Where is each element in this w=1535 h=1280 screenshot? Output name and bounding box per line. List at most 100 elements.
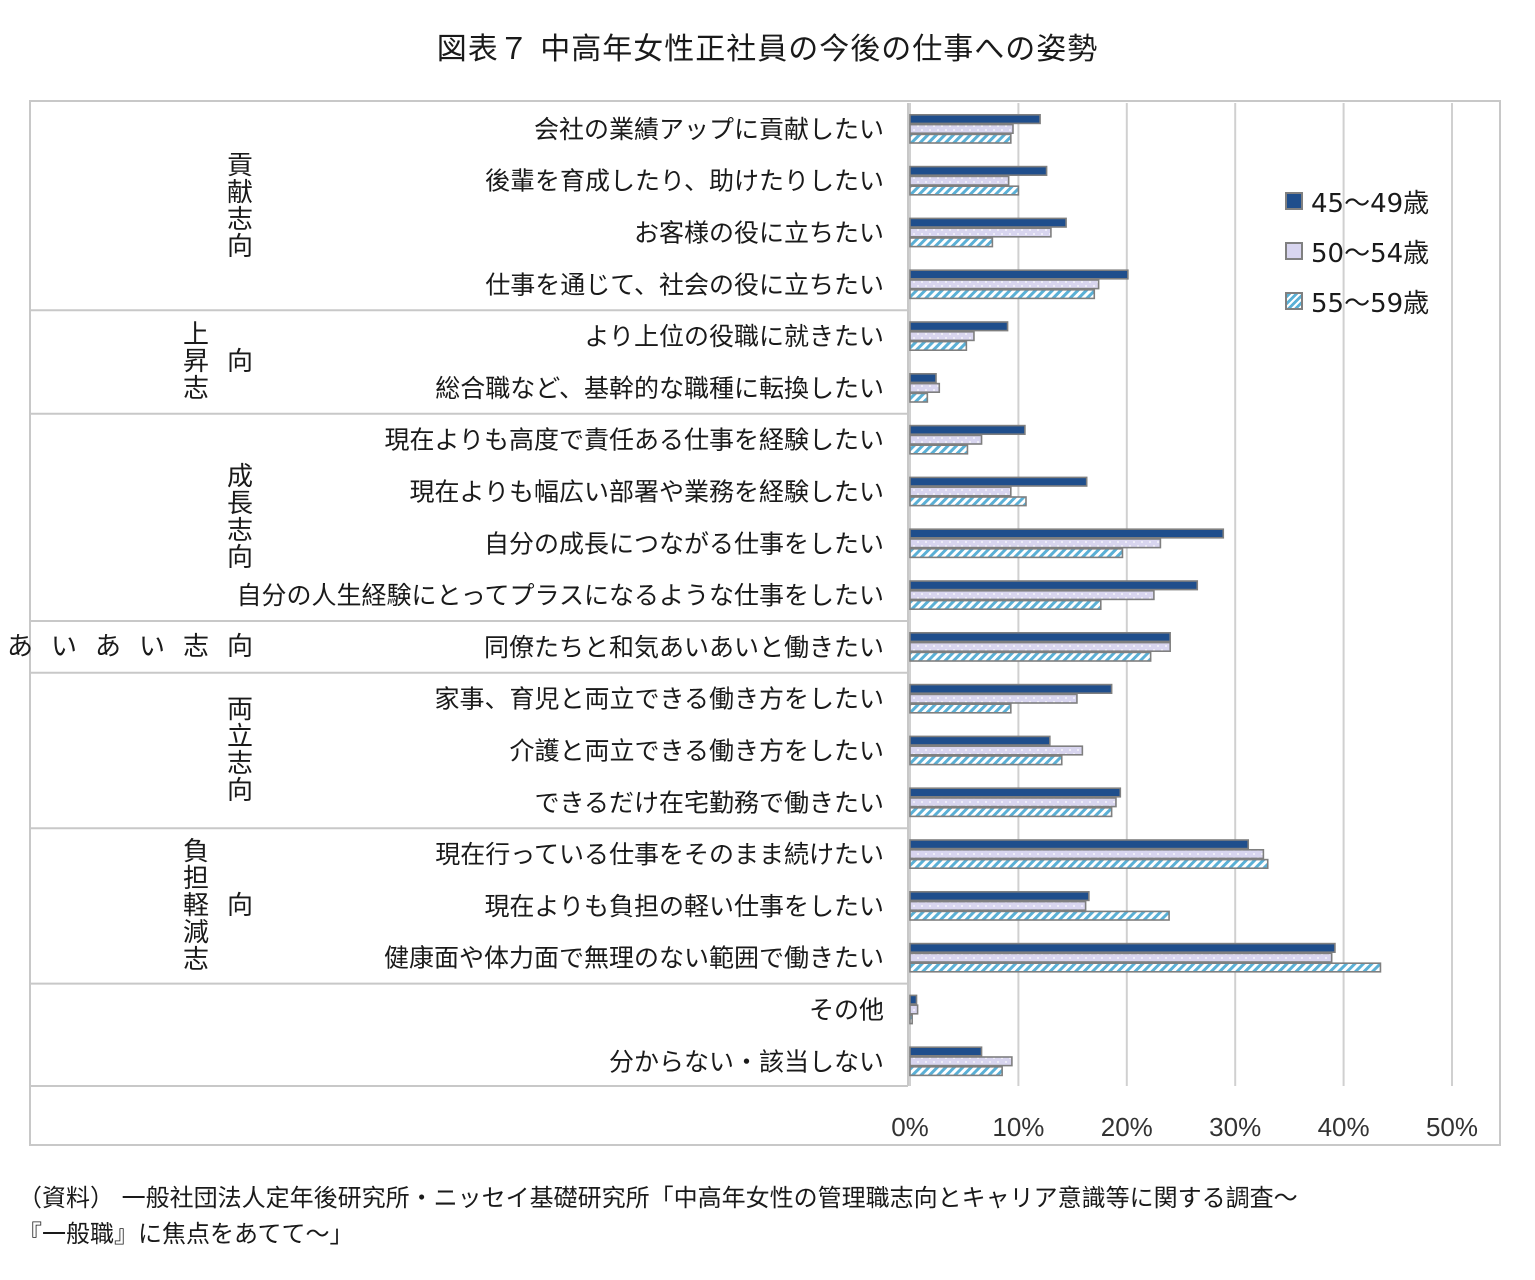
category-label: より上位の役職に就きたい — [584, 322, 884, 351]
category-label: 自分の成長につながる仕事をしたい — [484, 529, 884, 558]
category-label: 現在よりも負担の軽い仕事をしたい — [484, 892, 884, 921]
bar — [909, 237, 994, 248]
bar — [909, 114, 1041, 125]
source-line: 『一般職』に焦点をあてて〜」 — [18, 1220, 354, 1248]
bar — [909, 444, 969, 455]
group-labels: 貢献志向上昇志向成長志向和気あいあい志向両立志向負担軽減志向 — [0, 151, 253, 975]
category-label: 家事、育児と両立できる働き方をしたい — [434, 685, 884, 714]
category-label: 同僚たちと和気あいあいと働きたい — [484, 633, 884, 662]
bar — [909, 952, 1333, 963]
x-axis-ticks: 0% 10% 20% 30% 40% 50% — [891, 1112, 1478, 1142]
bar — [909, 651, 1152, 662]
bar — [909, 910, 1170, 921]
category-label: 分からない・該当しない — [609, 1047, 884, 1076]
bar — [909, 580, 1199, 591]
bar — [909, 1014, 913, 1025]
legend-item-55-59: 55～59歳 — [1285, 276, 1485, 326]
legend-item-45-49: 45～49歳 — [1285, 176, 1485, 226]
bar — [909, 1004, 919, 1015]
bar — [909, 787, 1122, 798]
bar — [909, 496, 1027, 507]
bar — [909, 839, 1250, 850]
bar — [909, 486, 1012, 497]
group-label: 成長志向 — [227, 462, 253, 573]
category-label: お客様の役に立ちたい — [634, 219, 884, 248]
group-label: 上昇志向 — [183, 320, 253, 404]
bar — [909, 1066, 1003, 1077]
bar — [909, 123, 1014, 134]
bar — [909, 434, 983, 445]
bar — [909, 994, 918, 1005]
bar — [909, 330, 975, 342]
bar — [909, 858, 1269, 869]
bar — [909, 890, 1090, 902]
source-note: （資料） 一般社団法人定年後研究所・ニッセイ基礎研究所「中高年女性の管理職志向と… — [18, 1180, 1518, 1252]
legend-label: 50～54歳 — [1311, 238, 1430, 269]
bar — [909, 900, 1087, 911]
bar — [909, 227, 1052, 238]
category-label: 自分の人生経験にとってプラスになるような仕事をしたい — [236, 581, 884, 610]
bar — [909, 372, 937, 384]
bar — [909, 693, 1078, 704]
category-label: できるだけ在宅勤務で働きたい — [534, 788, 884, 817]
legend-label: 55～59歳 — [1311, 288, 1430, 319]
category-label: 現在よりも幅広い部署や業務を経験したい — [409, 478, 884, 507]
bar — [909, 703, 1012, 714]
category-label: 介護と両立できる働き方をしたい — [509, 737, 884, 766]
category-labels: 会社の業績アップに貢献したい後輩を育成したり、助けたりしたいお客様の役に立ちたい… — [236, 115, 884, 1076]
bar-chart: 会社の業績アップに貢献したい後輩を育成したり、助けたりしたいお客様の役に立ちたい… — [0, 103, 1478, 1142]
category-label: 後輩を育成したり、助けたりしたい — [485, 167, 884, 196]
legend-label: 45～49歳 — [1311, 188, 1430, 219]
bar — [909, 631, 1171, 643]
bar — [909, 538, 1162, 549]
legend-swatch-icon — [1285, 192, 1303, 210]
x-tick-label: 50% — [1426, 1112, 1478, 1142]
bar — [909, 217, 1067, 228]
bar — [909, 755, 1063, 766]
bar — [909, 392, 929, 403]
bar — [909, 547, 1124, 559]
category-label: 健康面や体力面で無理のない範囲で働きたい — [384, 944, 884, 973]
bar — [909, 806, 1113, 818]
x-tick-label: 10% — [992, 1112, 1044, 1142]
bar — [909, 589, 1155, 601]
bar — [909, 962, 1382, 973]
bar — [909, 735, 1051, 746]
bar — [909, 745, 1084, 756]
legend: 45～49歳 50～54歳 55～59歳 — [1285, 176, 1485, 326]
bar — [909, 599, 1102, 610]
bar — [909, 1046, 983, 1057]
bar — [909, 279, 1100, 290]
bar — [909, 848, 1265, 860]
category-label: 現在よりも高度で責任ある仕事を経験したい — [384, 426, 884, 455]
category-label: 現在行っている仕事をそのまま続けたい — [435, 840, 884, 869]
grid-lines — [31, 103, 1453, 1087]
bar — [909, 942, 1336, 953]
bar — [909, 797, 1117, 808]
legend-swatch-icon — [1285, 242, 1303, 260]
category-label: その他 — [809, 996, 884, 1025]
group-label: 貢献志向 — [227, 151, 253, 262]
bar — [909, 340, 968, 352]
category-label: 仕事を通じて、社会の役に立ちたい — [485, 270, 884, 299]
bar — [909, 288, 1096, 300]
bar — [909, 175, 1010, 186]
bar — [909, 528, 1225, 539]
chart-frame — [29, 100, 1501, 1146]
category-label: 会社の業績アップに貢献したい — [534, 115, 884, 144]
bar — [909, 1056, 1013, 1067]
legend-swatch-icon — [1285, 292, 1303, 310]
group-label: 和気あいあい志向 — [0, 632, 253, 662]
bar — [909, 185, 1020, 196]
bar — [909, 165, 1048, 177]
bar — [909, 424, 1026, 436]
bar — [909, 321, 1009, 332]
x-tick-label: 40% — [1318, 1112, 1370, 1142]
legend-item-50-54: 50～54歳 — [1285, 226, 1485, 276]
x-tick-label: 20% — [1101, 1112, 1153, 1142]
group-label: 両立志向 — [227, 695, 253, 806]
category-label: 総合職など、基幹的な職種に転換したい — [435, 374, 884, 403]
group-label: 負担軽減志向 — [183, 837, 253, 975]
bar — [909, 133, 1012, 144]
source-line: （資料） 一般社団法人定年後研究所・ニッセイ基礎研究所「中高年女性の管理職志向と… — [18, 1184, 1298, 1212]
